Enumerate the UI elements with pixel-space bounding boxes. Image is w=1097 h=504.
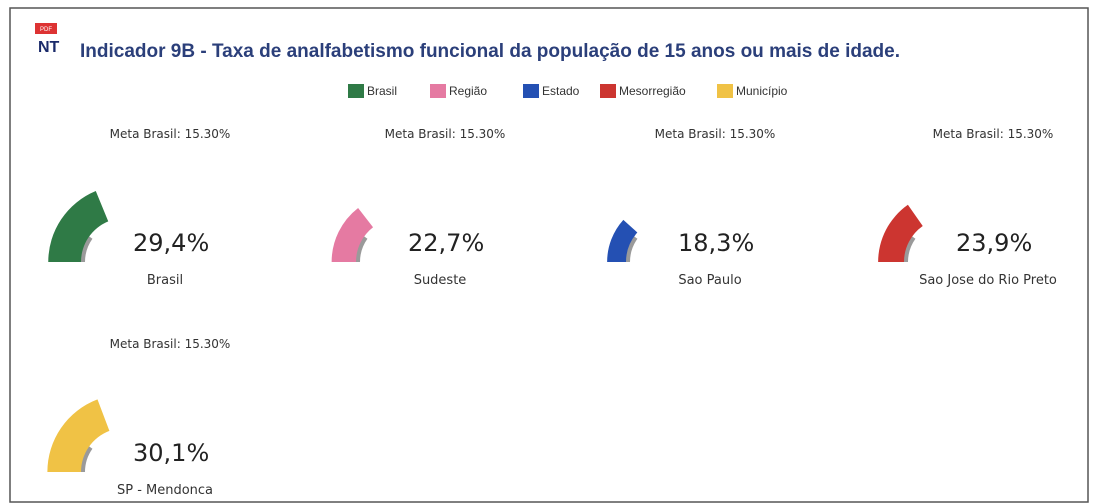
legend-label: Estado	[542, 84, 580, 98]
legend-swatch	[523, 84, 539, 98]
legend-label: Região	[449, 84, 487, 98]
gauge-value: 29,4%	[133, 229, 209, 257]
gauge-name: Sao Paulo	[678, 273, 741, 288]
legend-swatch	[348, 84, 364, 98]
title: Indicador 9B - Taxa de analfabetismo fun…	[80, 41, 900, 62]
gauge-value: 30,1%	[133, 439, 209, 467]
meta-label: Meta Brasil: 15.30%	[110, 127, 231, 141]
logo: NT	[38, 39, 60, 56]
meta-label: Meta Brasil: 15.30%	[933, 127, 1054, 141]
gauge-value: 22,7%	[408, 229, 484, 257]
gauge-value: 23,9%	[956, 229, 1032, 257]
gauge-wedge	[878, 204, 923, 262]
pdf-badge-text: PDF	[40, 27, 52, 33]
legend-swatch	[600, 84, 616, 98]
gauge-name: Sudeste	[414, 273, 467, 288]
pdf-badge[interactable]	[35, 23, 57, 34]
legend-label: Brasil	[367, 84, 397, 98]
legend-label: Município	[736, 84, 788, 98]
gauge-wedge	[48, 191, 109, 262]
gauge-wedge	[47, 399, 110, 472]
meta-label: Meta Brasil: 15.30%	[110, 337, 231, 351]
gauge-name: SP - Mendonca	[117, 483, 213, 498]
legend-swatch	[430, 84, 446, 98]
gauge-name: Brasil	[147, 273, 183, 288]
gauge-value: 18,3%	[678, 229, 754, 257]
gauge-name: Sao Jose do Rio Preto	[919, 273, 1057, 288]
gauge-wedge	[331, 207, 374, 262]
legend-swatch	[717, 84, 733, 98]
meta-label: Meta Brasil: 15.30%	[655, 127, 776, 141]
legend-label: Mesorregião	[619, 84, 686, 98]
meta-label: Meta Brasil: 15.30%	[385, 127, 506, 141]
gauge-wedge	[607, 219, 638, 262]
